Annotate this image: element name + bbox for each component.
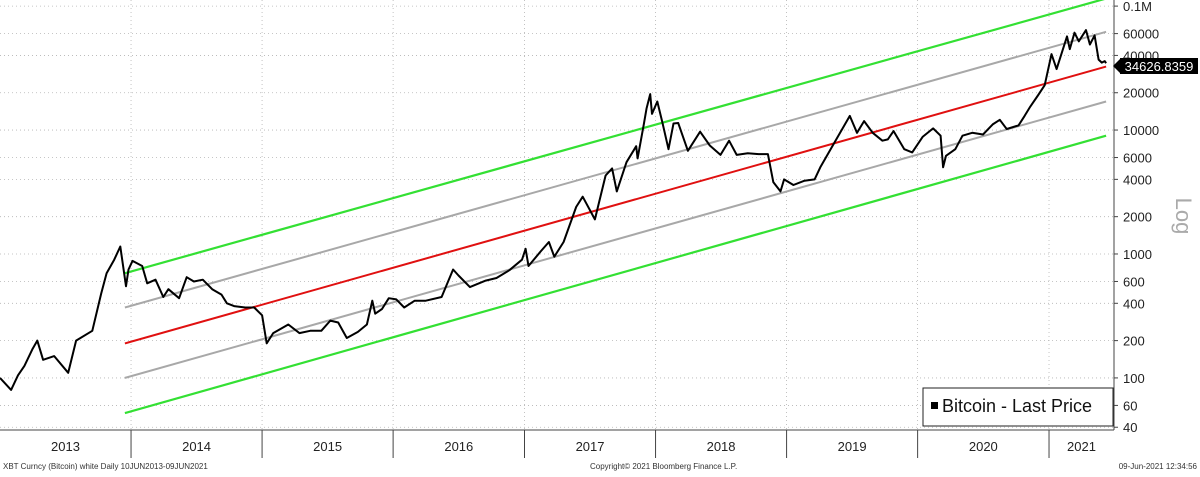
- legend-box: [922, 387, 1114, 427]
- last-value-marker: 34626.8359: [1113, 58, 1198, 74]
- y-tick-label: 6000: [1123, 151, 1152, 166]
- last-value-label: 34626.8359: [1125, 59, 1194, 74]
- x-tick-label: 2021: [1067, 439, 1096, 454]
- band-layer: [124, 0, 1107, 415]
- bitcoin-price-line: [0, 29, 1107, 391]
- regression-center-line: [124, 65, 1107, 345]
- y-axis-title: Log: [1171, 198, 1196, 235]
- x-tick-label: 2014: [182, 439, 211, 454]
- y-tick-label: 400: [1123, 296, 1145, 311]
- legend: Bitcoin - Last Price: [922, 387, 1114, 427]
- footer: XBT Curncy (Bitcoin) white Daily 10JUN20…: [3, 462, 1198, 471]
- y-tick-label: 0.1M: [1123, 0, 1152, 14]
- band-inner-upper-line: [124, 30, 1107, 309]
- y-tick-label: 60000: [1123, 27, 1159, 42]
- y-tick-label: 4000: [1123, 172, 1152, 187]
- legend-swatch: [931, 402, 938, 409]
- x-tick-label: 2019: [838, 439, 867, 454]
- footer-right: 09-Jun-2021 12:34:56: [1119, 462, 1198, 471]
- y-tick-label: 100: [1123, 371, 1145, 386]
- y-tick-label: 600: [1123, 274, 1145, 289]
- y-tick-label: 1000: [1123, 247, 1152, 262]
- x-tick-label: 2018: [707, 439, 736, 454]
- y-tick-label: 60: [1123, 398, 1137, 413]
- y-tick-label: 20000: [1123, 86, 1159, 101]
- x-tick-label: 2017: [576, 439, 605, 454]
- price-layer: [0, 29, 1107, 391]
- y-tick-label: 10000: [1123, 123, 1159, 138]
- x-tick-label: 2013: [51, 439, 80, 454]
- footer-left: XBT Curncy (Bitcoin) white Daily 10JUN20…: [3, 462, 208, 471]
- footer-center: Copyright© 2021 Bloomberg Finance L.P.: [590, 462, 737, 471]
- x-tick-label: 2016: [444, 439, 473, 454]
- y-tick-label: 200: [1123, 334, 1145, 349]
- y-tick-label: 2000: [1123, 210, 1152, 225]
- band-outer-upper-line: [124, 0, 1105, 275]
- band-outer-lower-line: [124, 134, 1107, 415]
- y-tick-label: 40: [1123, 420, 1137, 435]
- last-value-pointer: [1113, 59, 1120, 73]
- x-tick-label: 2015: [313, 439, 342, 454]
- legend-label: Bitcoin - Last Price: [942, 396, 1092, 416]
- last-value-box: [1120, 58, 1198, 74]
- x-tick-label: 2020: [969, 439, 998, 454]
- band-inner-lower-line: [124, 100, 1107, 379]
